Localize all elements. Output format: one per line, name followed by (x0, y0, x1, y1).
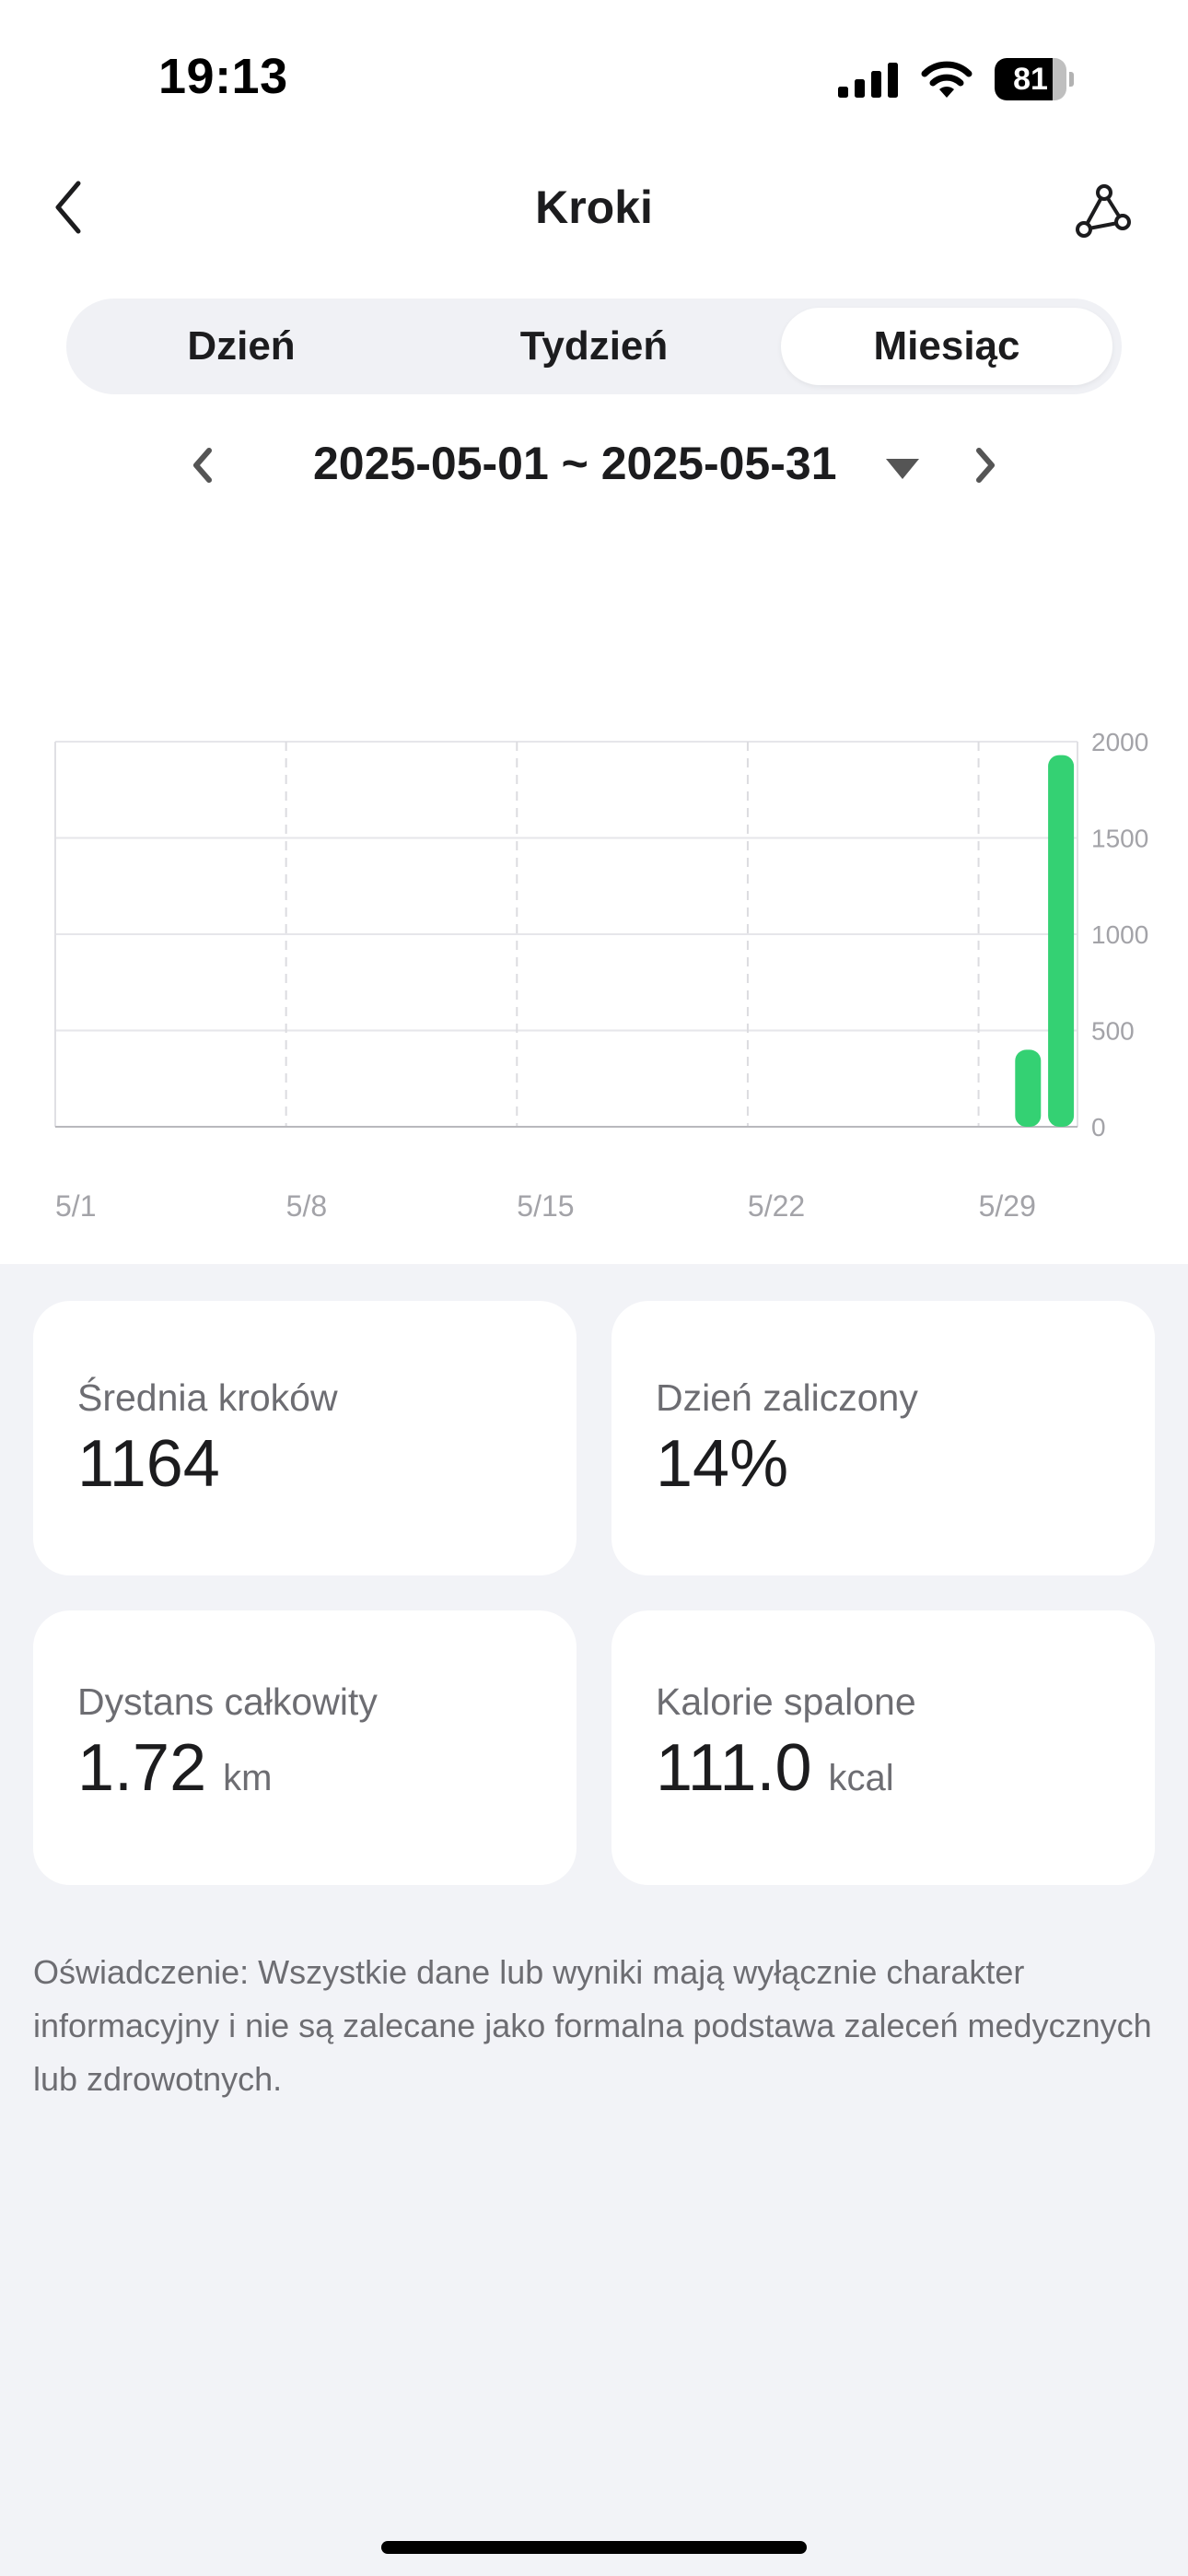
y-tick-label: 0 (1091, 1113, 1106, 1142)
stat-unit: km (223, 1758, 273, 1798)
wifi-icon (921, 61, 973, 98)
tab-day[interactable]: Dzień (187, 323, 296, 369)
chart-bar (1015, 1049, 1042, 1127)
x-tick-label: 5/15 (517, 1189, 574, 1223)
stat-value: 111.0 kcal (656, 1731, 894, 1805)
battery-icon: 81 (995, 58, 1074, 100)
chevron-left-icon (193, 448, 212, 483)
stat-label: Kalorie spalone (656, 1680, 916, 1723)
disclaimer-text: Oświadczenie: Wszystkie dane lub wyniki … (33, 1953, 1152, 2098)
stat-label: Dystans całkowity (77, 1680, 378, 1723)
y-tick-label: 1000 (1091, 920, 1148, 949)
stat-value: 1164 (77, 1427, 220, 1501)
battery-level: 81 (1013, 62, 1048, 97)
x-tick-label: 5/29 (979, 1189, 1036, 1223)
tab-week[interactable]: Tydzień (519, 323, 669, 369)
stat-unit: kcal (828, 1758, 894, 1798)
chevron-left-icon (55, 181, 81, 234)
stat-card-total-distance: Dystans całkowity 1.72 km (33, 1610, 577, 1885)
status-icons: 81 (838, 55, 1074, 103)
back-button[interactable] (37, 175, 101, 240)
date-range-label[interactable]: 2025-05-01 ~ 2025-05-31 (313, 438, 837, 489)
top-panel (0, 0, 1188, 1264)
date-dropdown-button[interactable] (882, 451, 923, 485)
stat-value: 14% (656, 1427, 789, 1501)
stat-card-average-steps: Średnia kroków 1164 (33, 1301, 577, 1575)
y-tick-label: 500 (1091, 1017, 1135, 1046)
status-time: 19:13 (158, 49, 288, 104)
stat-label: Średnia kroków (77, 1376, 338, 1419)
chevron-right-icon (976, 448, 995, 483)
page-title: Kroki (535, 181, 653, 233)
share-button[interactable] (1068, 175, 1142, 249)
stat-value: 1.72 km (77, 1731, 273, 1805)
next-period-button[interactable] (958, 433, 1013, 498)
previous-period-button[interactable] (175, 433, 230, 498)
y-tick-label: 2000 (1091, 728, 1148, 756)
share-nodes-icon (1076, 184, 1131, 238)
chart-bar (1048, 755, 1075, 1127)
x-tick-label: 5/1 (55, 1189, 96, 1223)
y-tick-label: 1500 (1091, 825, 1148, 853)
stat-card-day-completed: Dzień zaliczony 14% (611, 1301, 1155, 1575)
stat-card-calories: Kalorie spalone 111.0 kcal (611, 1610, 1155, 1885)
home-indicator (381, 2541, 807, 2554)
period-tabs: Dzień Tydzień Miesiąc (66, 299, 1122, 394)
x-tick-label: 5/8 (286, 1189, 327, 1223)
triangle-down-icon (886, 459, 919, 479)
cellular-signal-icon (838, 63, 898, 98)
steps-bar-chart: 0 500 1000 1500 2000 5/1 5/8 5/15 5/22 5/29 (54, 728, 1148, 1223)
x-tick-label: 5/22 (748, 1189, 805, 1223)
tab-month[interactable]: Miesiąc (781, 308, 1112, 385)
stat-label: Dzień zaliczony (656, 1376, 918, 1419)
